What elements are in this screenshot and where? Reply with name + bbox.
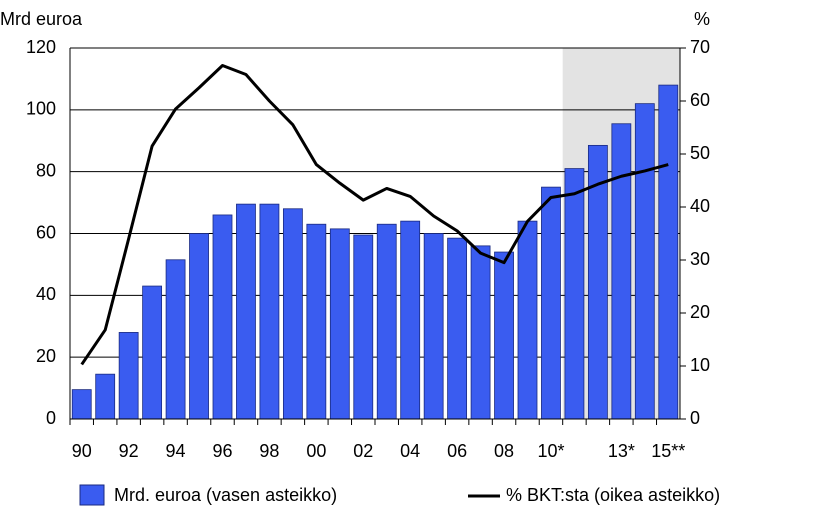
legend-label: % BKT:sta (oikea asteikko): [506, 485, 720, 505]
bar: [376, 223, 397, 420]
x-tick-label: 13*: [608, 441, 635, 461]
bar: [95, 373, 116, 420]
y2-tick-label: 70: [690, 37, 710, 57]
x-tick-label: 06: [447, 441, 467, 461]
y-tick-label: 40: [36, 284, 56, 304]
y-tick-label: 120: [26, 37, 56, 57]
legend-swatch: [79, 484, 105, 506]
bar: [353, 234, 374, 420]
x-tick-label: 90: [72, 441, 92, 461]
y-tick-label: 0: [46, 408, 56, 428]
bar: [423, 233, 444, 420]
bar: [400, 220, 421, 420]
y-tick-label: 20: [36, 346, 56, 366]
bar: [447, 237, 468, 420]
y2-tick-label: 60: [690, 90, 710, 110]
y2-tick-label: 10: [690, 355, 710, 375]
bar: [236, 203, 256, 420]
bar: [142, 285, 163, 420]
bar: [611, 123, 632, 420]
bar: [282, 208, 303, 420]
bar: [165, 259, 186, 420]
bar: [189, 233, 209, 420]
bar: [259, 203, 280, 420]
x-tick-label: 98: [259, 441, 279, 461]
line: [80, 63, 669, 366]
x-tick-label: 15**: [651, 441, 685, 461]
y2-tick-label: 20: [690, 302, 710, 322]
y2-tick-label: 50: [690, 143, 710, 163]
bar: [564, 168, 585, 420]
x-tick-label: 10*: [537, 441, 564, 461]
bar: [658, 84, 679, 420]
x-tick-label: 96: [212, 441, 232, 461]
y2-axis-label: %: [694, 9, 710, 29]
y-tick-label: 80: [36, 160, 56, 180]
y-tick-label: 60: [36, 222, 56, 242]
bar: [541, 186, 561, 420]
y-axis-label: Mrd euroa: [0, 9, 83, 29]
bar: [517, 220, 538, 420]
y-tick-label: 100: [26, 99, 56, 119]
bar: [470, 245, 491, 420]
bar: [212, 214, 233, 420]
x-tick-label: 02: [353, 441, 373, 461]
x-tick-label: 94: [166, 441, 186, 461]
y2-tick-label: 40: [690, 196, 710, 216]
y2-tick-label: 30: [690, 249, 710, 269]
bar: [329, 228, 350, 420]
x-tick-label: 00: [306, 441, 326, 461]
bar: [118, 332, 139, 420]
x-tick-label: 04: [400, 441, 420, 461]
bar: [306, 223, 327, 420]
y2-tick-label: 0: [690, 408, 700, 428]
bar: [634, 103, 655, 420]
x-tick-label: 08: [494, 441, 514, 461]
bar: [71, 389, 92, 420]
bar: [494, 251, 514, 420]
legend-label: Mrd. euroa (vasen asteikko): [114, 485, 337, 505]
x-tick-label: 92: [119, 441, 139, 461]
